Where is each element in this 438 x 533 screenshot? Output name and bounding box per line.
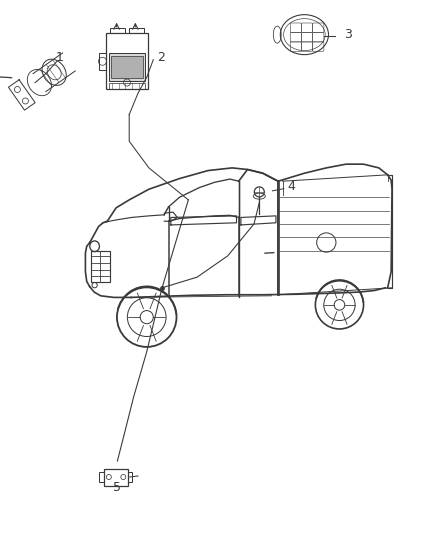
Bar xyxy=(129,28,144,33)
Bar xyxy=(91,251,110,282)
Text: 5: 5 xyxy=(113,481,121,494)
Text: 2: 2 xyxy=(157,51,165,63)
Text: 1: 1 xyxy=(55,51,63,64)
Bar xyxy=(128,472,132,482)
Bar xyxy=(110,28,125,33)
Bar xyxy=(104,469,128,486)
Bar xyxy=(109,53,145,81)
Text: 4: 4 xyxy=(287,180,295,193)
Bar xyxy=(106,33,148,90)
Bar xyxy=(99,472,104,482)
Bar xyxy=(111,55,143,78)
Bar xyxy=(109,83,145,89)
Text: 3: 3 xyxy=(344,28,352,41)
Bar xyxy=(99,53,106,70)
